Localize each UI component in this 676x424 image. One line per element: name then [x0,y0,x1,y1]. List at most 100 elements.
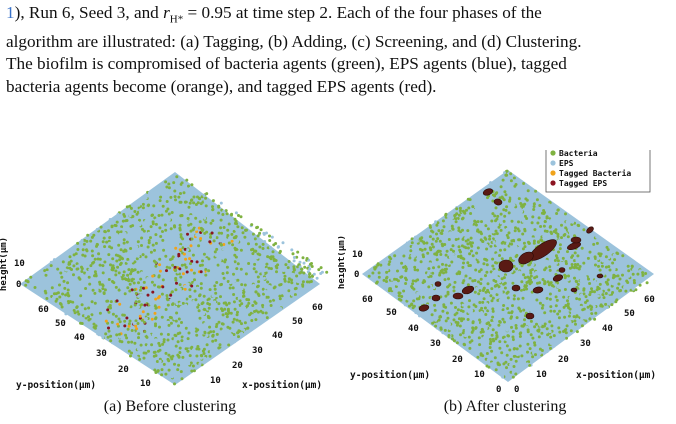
agent-dot [231,286,235,290]
agent-dot [199,226,203,230]
agent-dot [466,242,470,246]
agent-dot [165,294,169,298]
agent-dot [319,266,323,270]
agent-dot [48,275,52,279]
agent-dot [412,304,416,308]
agent-dot [124,339,128,343]
agent-dot [217,346,221,350]
agent-dot [614,268,618,272]
agent-dot [38,279,42,283]
agent-dot [451,258,455,262]
agent-dot [294,286,298,290]
agent-dot [494,331,498,335]
agent-dot [529,339,533,343]
agent-dot [217,211,221,215]
agent-dot [146,312,150,316]
agent-dot [593,290,596,294]
agent-dot [203,200,207,204]
agent-dot [231,243,235,247]
agent-dot [166,320,170,324]
agent-dot [539,225,543,228]
agent-dot [199,215,203,219]
agent-dot [277,299,281,303]
agent-dot [202,352,206,355]
agent-dot [175,302,179,306]
agent-dot [497,323,501,327]
agent-dot [437,265,441,269]
agent-dot [483,306,487,310]
agent-dot [286,266,290,270]
agent-dot [178,248,182,252]
agent-dot [179,245,182,248]
agent-dot [194,203,198,206]
agent-dot [166,256,170,260]
agent-dot [96,320,100,324]
agent-dot [455,311,459,315]
agent-dot [143,330,147,334]
agent-dot [444,319,448,323]
agent-dot [304,285,308,289]
agent-dot [301,283,305,287]
agent-dot [196,345,200,348]
agent-dot [403,292,407,296]
y-tick: 50 [55,319,66,329]
agent-dot [579,279,583,283]
agent-dot [601,259,605,263]
agent-dot [441,262,444,266]
agent-dot [302,271,306,275]
agent-dot [434,324,438,328]
agent-dot [104,332,108,336]
agent-dot [435,253,439,257]
agent-dot [134,324,138,328]
agent-dot [375,281,379,285]
agent-dot [184,228,188,232]
agent-dot [139,277,143,281]
agent-dot [492,339,496,343]
agent-dot [305,257,309,260]
agent-dot [173,265,177,269]
agent-dot [133,226,137,230]
agent-dot [522,273,526,277]
agent-dot [428,235,432,239]
agent-dot [531,215,535,219]
agent-dot [174,319,178,323]
agent-dot [614,300,618,304]
agent-dot [479,194,483,198]
agent-dot [574,228,578,232]
agent-dot [378,280,382,284]
agent-dot [176,340,180,344]
agent-dot [91,242,95,246]
agent-dot [449,248,453,252]
agent-dot [167,182,171,186]
agent-dot [195,333,199,337]
agent-dot [188,354,192,358]
agent-dot [510,325,513,329]
agent-dot [510,242,514,246]
agent-dot [525,336,529,340]
agent-dot [199,356,203,360]
agent-dot [173,362,176,366]
agent-dot [432,266,435,270]
agent-dot [198,293,202,297]
reference-link[interactable]: 1 [6,3,15,22]
agent-dot [532,208,536,211]
agent-dot [529,271,533,275]
agent-dot [199,282,203,286]
agent-dot [487,199,491,203]
agent-dot [88,268,92,272]
agent-dot [627,274,631,278]
agent-dot [602,296,606,300]
agent-dot [429,263,433,267]
z-axis-label: height(μm) [0,237,9,291]
agent-dot [129,206,133,210]
agent-dot [233,253,237,257]
agent-dot [237,214,240,217]
agent-dot [122,249,126,253]
agent-dot [190,237,194,241]
agent-dot [385,268,389,272]
agent-dot [399,298,403,302]
agent-dot [521,219,525,223]
agent-dot [533,341,536,345]
agent-dot [183,200,187,204]
agent-dot [102,297,106,301]
